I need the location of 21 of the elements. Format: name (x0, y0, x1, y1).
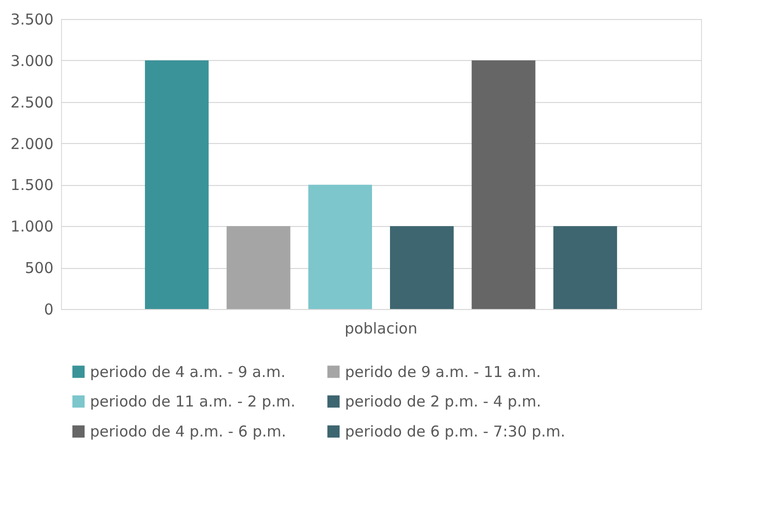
y-tick-label: 1.500 (10, 176, 54, 194)
bar (308, 184, 372, 309)
legend-label: periodo de 4 a.m. - 9 a.m. (90, 362, 286, 381)
y-tick-label: 0 (44, 300, 54, 318)
bar (390, 226, 454, 309)
y-tick-label: 2.500 (10, 93, 54, 112)
bar (226, 226, 290, 309)
legend-label: periodo de 2 p.m. - 4 p.m. (345, 392, 542, 410)
legend-label: perido de 9 a.m. - 11 a.m. (345, 362, 541, 381)
y-tick-label: 500 (24, 259, 54, 278)
legend-label: periodo de 11 a.m. - 2 p.m. (90, 392, 296, 410)
bar (472, 60, 536, 309)
bar (553, 226, 618, 309)
x-tick-label: poblacion (344, 320, 418, 338)
legend-label: periodo de 4 p.m. - 6 p.m. (90, 422, 286, 440)
y-tick-label: 2.000 (10, 134, 54, 153)
y-tick-label: 1.000 (10, 218, 54, 236)
bar (144, 60, 209, 309)
y-tick-label: 3.500 (10, 10, 54, 28)
y-tick-label: 3.000 (10, 52, 54, 70)
legend-label: periodo de 6 p.m. - 7:30 p.m. (345, 422, 566, 440)
